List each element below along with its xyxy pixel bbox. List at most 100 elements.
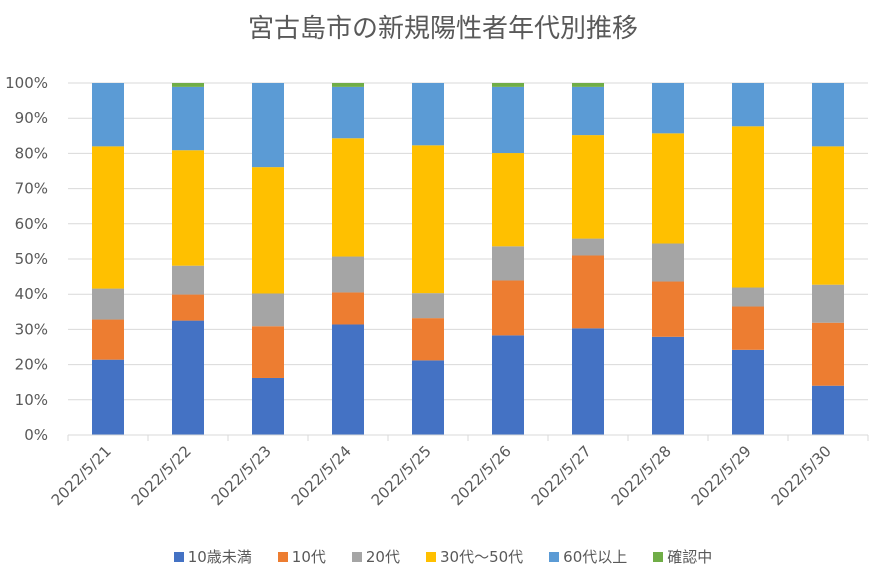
bar-segment	[652, 83, 684, 134]
legend-swatch	[351, 551, 362, 562]
legend-item: 確認中	[653, 546, 712, 567]
x-tick-label: 2022/5/27	[528, 442, 595, 509]
bar-segment	[92, 288, 124, 320]
legend-swatch	[653, 551, 664, 562]
y-tick-label: 0%	[24, 426, 48, 444]
legend-swatch	[549, 551, 560, 562]
bar-segment	[332, 138, 364, 257]
bar-segment	[732, 306, 764, 350]
legend-label: 20代	[365, 548, 400, 566]
y-tick-label: 100%	[5, 74, 48, 92]
legend-swatch	[277, 551, 288, 562]
x-tick-label: 2022/5/24	[288, 442, 355, 509]
bar-segment	[652, 133, 684, 244]
bar-segment	[332, 292, 364, 325]
bar-segment	[732, 287, 764, 307]
bar-segment	[572, 328, 604, 435]
bar-segment	[492, 246, 524, 281]
bar-segment	[412, 293, 444, 319]
bar-segment	[492, 280, 524, 336]
legend-item: 20代	[351, 546, 400, 567]
bar-segment	[92, 83, 124, 147]
bar-segment	[652, 243, 684, 282]
x-tick-label: 2022/5/29	[688, 442, 755, 509]
legend-label: 10歳未満	[187, 548, 252, 566]
bar-segment	[572, 83, 604, 87]
bar-segment	[172, 86, 204, 151]
y-tick-label: 20%	[15, 356, 48, 374]
legend: 10歳未満 10代 20代 30代～50代 60代以上 確認中	[0, 546, 886, 567]
bar-segment	[172, 294, 204, 321]
bar-segment	[412, 360, 444, 435]
y-tick-label: 30%	[15, 320, 48, 338]
x-tick-label: 2022/5/21	[48, 442, 115, 509]
legend-label: 10代	[291, 548, 326, 566]
bar-segment	[732, 83, 764, 127]
bar-segment	[652, 336, 684, 435]
bar-segment	[172, 150, 204, 266]
x-tick-label: 2022/5/22	[128, 442, 195, 509]
bar-segment	[332, 83, 364, 87]
bar-segment	[412, 83, 444, 146]
y-axis-ticks: 0% 10% 20% 30% 40% 50% 60% 70% 80% 90% 100%	[5, 74, 48, 444]
y-tick-label: 50%	[15, 250, 48, 268]
bar-segment	[252, 83, 284, 168]
bar-segment	[572, 135, 604, 239]
bar-segment	[812, 322, 844, 386]
bar-segment	[572, 255, 604, 329]
bar-segment	[572, 238, 604, 256]
bar-segment	[92, 146, 124, 289]
bar-segment	[332, 256, 364, 293]
y-tick-label: 60%	[15, 215, 48, 233]
bar-segment	[812, 284, 844, 323]
x-tick-label: 2022/5/23	[208, 442, 275, 509]
bar-segment	[412, 145, 444, 294]
legend-label: 確認中	[667, 548, 713, 566]
legend-swatch	[425, 551, 436, 562]
x-tick-label: 2022/5/25	[368, 442, 435, 509]
legend-item: 10代	[277, 546, 326, 567]
legend-label: 60代以上	[563, 548, 628, 566]
x-tick-label: 2022/5/26	[448, 442, 515, 509]
bar-segment	[252, 377, 284, 435]
legend-swatch	[173, 551, 184, 562]
bar-segment	[812, 83, 844, 147]
bar-segment	[332, 86, 364, 139]
chart-title: 宮古島市の新規陽性者年代別推移	[248, 14, 638, 44]
y-tick-label: 80%	[15, 144, 48, 162]
bar-segment	[252, 167, 284, 294]
bar-segment	[812, 385, 844, 435]
bars	[92, 83, 844, 435]
bar-segment	[492, 153, 524, 247]
legend-item: 10歳未満	[173, 546, 252, 567]
bar-segment	[172, 320, 204, 435]
bar-segment	[732, 349, 764, 435]
bar-segment	[492, 83, 524, 87]
x-axis	[67, 434, 869, 441]
bar-segment	[252, 293, 284, 327]
bar-segment	[92, 359, 124, 435]
bar-segment	[572, 86, 604, 136]
bar-segment	[172, 83, 204, 87]
y-tick-label: 40%	[15, 285, 48, 303]
legend-item: 30代～50代	[425, 546, 524, 567]
bar-segment	[732, 126, 764, 288]
bar-segment	[172, 265, 204, 295]
bar-segment	[332, 324, 364, 435]
y-tick-label: 90%	[15, 109, 48, 127]
y-tick-label: 70%	[15, 180, 48, 198]
x-tick-label: 2022/5/28	[608, 442, 675, 509]
bar-segment	[652, 281, 684, 337]
bar-segment	[92, 319, 124, 360]
stacked-bar-chart: 宮古島市の新規陽性者年代別推移 0% 10% 20% 30% 40% 50% 60% 70% 8…	[5, 14, 869, 509]
bar-segment	[812, 146, 844, 285]
legend-item: 60代以上	[549, 546, 627, 567]
y-tick-label: 10%	[15, 391, 48, 409]
x-tick-label: 2022/5/30	[768, 442, 835, 509]
legend-label: 30代～50代	[439, 548, 524, 566]
x-axis-ticks: 2022/5/21 2022/5/22 2022/5/23 2022/5/24 2022…	[48, 442, 835, 509]
bar-segment	[492, 86, 524, 154]
bar-segment	[492, 335, 524, 435]
bar-segment	[412, 318, 444, 361]
bar-segment	[252, 326, 284, 378]
